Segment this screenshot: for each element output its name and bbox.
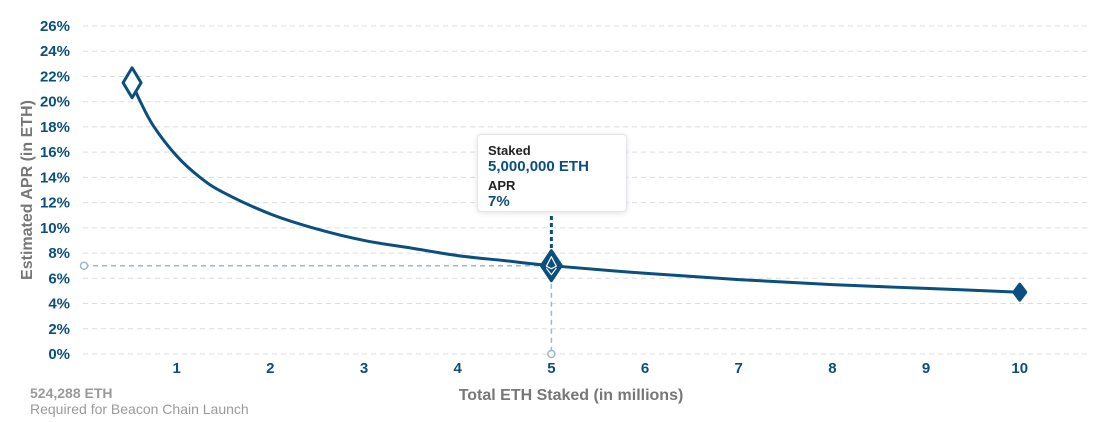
highlight-diamond-marker [539,249,563,283]
y-tick-label: 24% [40,43,70,60]
y-tick-label: 20% [40,94,70,111]
y-tick-label: 4% [48,296,70,313]
x-guide-endpoint [547,349,556,359]
tooltip-staked-label: Staked [488,143,531,158]
series-line [130,82,1020,294]
tooltip-apr-value: 7% [488,193,510,210]
tooltip: Staked 5,000,000 ETH APR 7% [477,134,627,212]
tooltip-apr-label: APR [488,178,516,193]
x-tick-label: 10 [1011,360,1028,377]
x-tick-label: 2 [266,360,274,377]
y-tick-label: 2% [48,321,70,338]
markers [121,66,1028,302]
y-tick-label: 12% [40,195,70,212]
x-tick-label: 4 [454,360,463,377]
end-diamond-marker [1012,282,1028,302]
start-diamond-marker [121,66,143,100]
x-tick-label: 5 [547,360,555,377]
y-tick-label: 18% [40,119,70,136]
x-tick-label: 1 [173,360,181,377]
y-tick-label: 0% [48,346,70,363]
highlight-guides [79,216,556,359]
tooltip-staked-value: 5,000,000 ETH [488,158,589,175]
y-guide-endpoint [79,261,89,270]
launch-annotation-caption: Required for Beacon Chain Launch [30,401,249,417]
y-tick-label: 22% [40,68,70,85]
x-axis-label: Total ETH Staked (in millions) [459,387,684,404]
x-tick-label: 6 [641,360,649,377]
x-tick-label: 8 [828,360,836,377]
ethereum-icon [545,256,557,276]
y-tick-label: 16% [40,144,70,161]
x-tick-label: 3 [360,360,368,377]
y-tick-label: 6% [48,270,70,287]
x-tick-label: 7 [735,360,743,377]
grid-lines [83,25,1090,355]
x-tick-label: 9 [922,360,930,377]
launch-annotation-value: 524,288 ETH [30,385,113,401]
launch-annotation: 524,288 ETH Required for Beacon Chain La… [30,385,249,418]
y-tick-label: 26% [40,18,70,35]
y-tick-label: 10% [40,220,70,237]
y-tick-label: 8% [48,245,70,262]
x-axis-ticks: 1 2 3 4 5 6 7 8 9 10 [173,360,1029,377]
y-tick-label: 14% [40,169,70,186]
y-axis-ticks: 0% 2% 4% 6% 8% 10% 12% 14% 16% 18% 20% 22% 24% 26% [40,18,70,363]
y-axis-label: Estimated APR (in ETH) [19,100,36,280]
